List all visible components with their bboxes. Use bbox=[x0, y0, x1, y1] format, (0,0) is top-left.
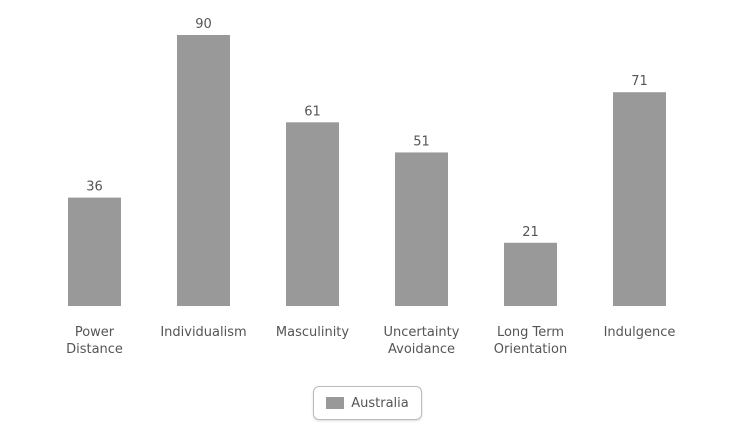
x-tick-label: Power Distance bbox=[66, 325, 123, 357]
value-label: 36 bbox=[86, 180, 103, 195]
bar bbox=[286, 122, 339, 306]
bar bbox=[504, 242, 557, 306]
value-label: 90 bbox=[195, 17, 212, 32]
bar bbox=[68, 197, 121, 306]
x-tick-label: Long Term Orientation bbox=[493, 325, 568, 357]
value-label: 21 bbox=[522, 225, 539, 240]
x-tick-label: Uncertainty Avoidance bbox=[383, 325, 460, 357]
legend-swatch bbox=[326, 397, 345, 409]
bar bbox=[613, 92, 666, 306]
x-tick-label: Masculinity bbox=[275, 325, 350, 340]
legend-label: Australia bbox=[351, 395, 409, 411]
value-label: 61 bbox=[304, 104, 321, 119]
x-tick-label: Indulgence bbox=[603, 325, 676, 340]
value-label: 71 bbox=[631, 74, 648, 89]
bar bbox=[177, 35, 230, 306]
value-label: 51 bbox=[413, 134, 430, 149]
legend[interactable]: Australia bbox=[313, 386, 422, 420]
x-tick-label: Individualism bbox=[160, 325, 247, 340]
bar bbox=[395, 152, 448, 306]
